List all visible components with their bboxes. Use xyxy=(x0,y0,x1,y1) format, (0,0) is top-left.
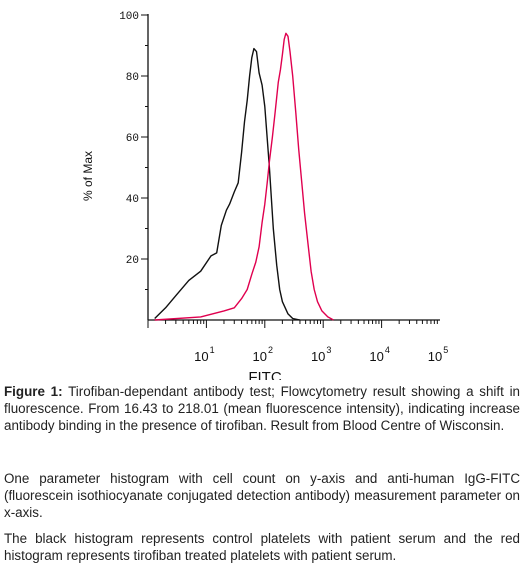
y-tick-label: 80 xyxy=(126,72,139,84)
x-tick-label: 105 xyxy=(428,345,448,364)
x-tick-label: 103 xyxy=(311,345,331,364)
figure-label: Figure 1: xyxy=(4,384,63,399)
histogram-series xyxy=(154,32,334,321)
x-tick-exponent: 3 xyxy=(326,345,331,355)
caption-paragraph-legend: The black histogram represents control p… xyxy=(4,531,520,563)
y-tick-label: 40 xyxy=(126,194,139,206)
x-tick-label: 104 xyxy=(369,345,389,364)
y-axis-ticks: 100 80 60 40 20 xyxy=(119,11,148,290)
x-axis-label: FITC xyxy=(248,369,281,380)
y-axis-label: % of Max xyxy=(81,151,95,201)
y-tick-label: 100 xyxy=(119,11,139,23)
tirofiban-histogram-line xyxy=(154,32,334,321)
figure-caption-text: Tirofiban-dependant antibody test; Flowc… xyxy=(4,384,520,433)
x-tick-label: 102 xyxy=(253,345,273,364)
y-tick-label: 60 xyxy=(126,133,139,145)
x-axis-ticks: 101 102 103 104 105 xyxy=(147,320,448,364)
x-tick-exponent: 4 xyxy=(385,345,390,355)
y-tick-label: 20 xyxy=(126,255,139,267)
control-histogram-line xyxy=(154,47,301,321)
figure-caption: Figure 1: Tirofiban-dependant antibody t… xyxy=(4,383,520,434)
x-tick-label: 101 xyxy=(194,345,214,364)
plot-frame xyxy=(147,14,440,321)
flow-cytometry-histogram: 100 80 60 40 20 101 102 103 104 105 % of Max FIT… xyxy=(81,11,448,380)
caption-paragraph-axes: One parameter histogram with cell count … xyxy=(4,471,520,520)
x-tick-exponent: 1 xyxy=(210,345,215,355)
x-tick-exponent: 5 xyxy=(443,345,448,355)
x-tick-exponent: 2 xyxy=(268,345,273,355)
